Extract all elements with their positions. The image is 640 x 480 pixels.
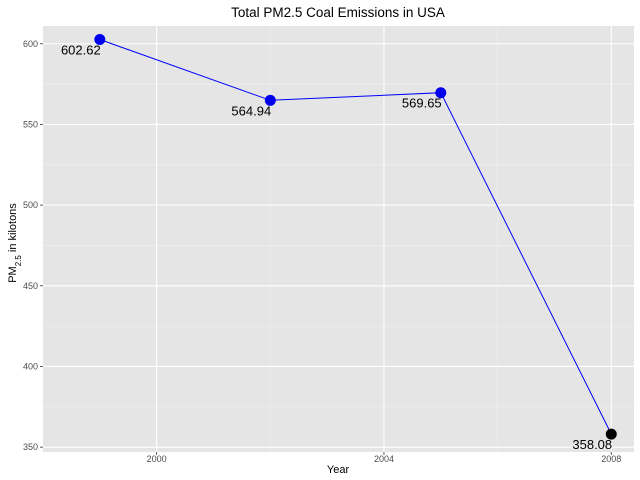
y-axis-title-suffix: in kilotons [7, 203, 19, 255]
y-axis-ticks: 350 400 450 500 550 600 [23, 39, 43, 452]
data-point [264, 94, 276, 106]
data-point [94, 34, 106, 46]
x-tick-label: 2004 [374, 454, 394, 464]
data-label: 358.08 [572, 437, 612, 452]
y-tick-label: 400 [23, 361, 38, 371]
y-axis-title: PM2.5 in kilotons [7, 203, 23, 283]
x-axis-title: Year [327, 464, 350, 476]
x-tick-label: 2000 [147, 454, 167, 464]
series-line [99, 39, 612, 435]
y-axis-title-subscript: 2.5 [14, 255, 23, 267]
data-label: 569.65 [402, 96, 442, 111]
data-label: 564.94 [231, 103, 271, 118]
y-tick-label: 500 [23, 200, 38, 210]
data-label: 602.62 [61, 43, 101, 58]
data-point [605, 428, 617, 440]
minor-gridlines [42, 26, 634, 452]
y-tick-label: 550 [23, 119, 38, 129]
y-axis-title-main: PM [7, 266, 19, 283]
x-axis-ticks: 2000 2004 2008 [147, 452, 621, 464]
data-labels: 602.62 564.94 569.65 358.08 [61, 43, 612, 453]
chart-title: Total PM2.5 Coal Emissions in USA [231, 5, 445, 20]
plot-panel [43, 26, 634, 452]
x-tick-label: 2008 [601, 454, 621, 464]
data-point [435, 87, 447, 99]
major-gridlines [43, 26, 634, 452]
y-tick-label: 600 [23, 39, 38, 49]
y-tick-label: 350 [23, 442, 38, 452]
y-tick-label: 450 [23, 281, 38, 291]
series-group [94, 34, 617, 440]
